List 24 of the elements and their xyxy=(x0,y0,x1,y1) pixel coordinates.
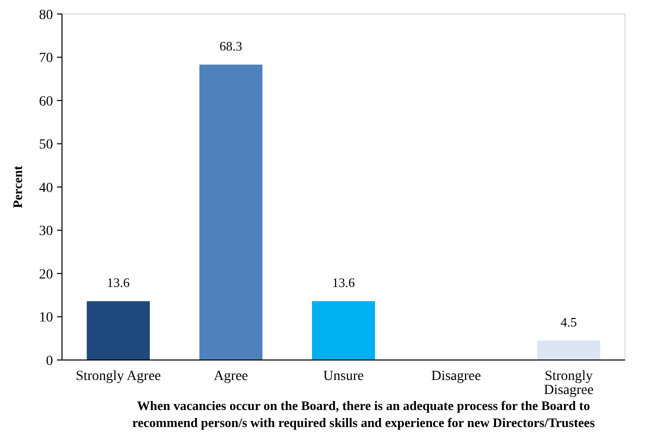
x-tick-label: Strongly Agree xyxy=(76,369,161,384)
y-tick-label: 70 xyxy=(39,51,53,66)
y-tick-label: 80 xyxy=(39,8,53,23)
y-axis-title: Percent xyxy=(10,165,25,208)
x-tick-label: Disagree xyxy=(431,369,481,384)
x-tick-label: Unsure xyxy=(323,369,364,384)
y-tick-label: 0 xyxy=(46,354,53,369)
bar xyxy=(312,301,376,360)
bar xyxy=(537,340,600,360)
data-label: 68.3 xyxy=(220,38,242,54)
x-tick-label: Agree xyxy=(214,369,248,384)
bar xyxy=(199,64,262,360)
y-tick-label: 20 xyxy=(39,267,53,282)
y-tick-label: 30 xyxy=(39,224,53,240)
data-label: 4.5 xyxy=(560,314,577,330)
y-tick-label: 60 xyxy=(39,94,53,110)
y-tick-label: 10 xyxy=(39,310,53,326)
y-tick-label: 50 xyxy=(39,138,53,153)
x-axis-title: When vacancies occur on the Board, there is an adequate process for the Board to recommend person/s with required skills and experience for new Directors/Trustees xyxy=(132,398,595,430)
bar xyxy=(86,301,150,360)
y-tick-label: 40 xyxy=(39,180,53,196)
data-label: 13.6 xyxy=(332,275,356,290)
data-label: 13.6 xyxy=(106,275,130,290)
x-tick-label: Strongly Disagree xyxy=(544,369,594,398)
